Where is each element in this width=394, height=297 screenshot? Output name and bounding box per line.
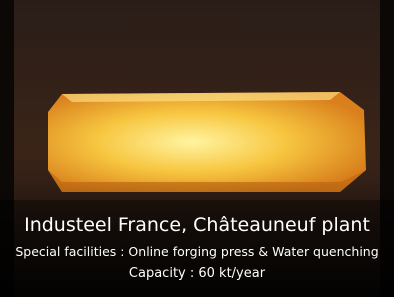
caption-title: Industeel France, Châteauneuf plant bbox=[0, 214, 394, 236]
screenshot: Industeel France, Châteauneuf plant Spec… bbox=[0, 0, 394, 297]
caption-capacity: Capacity : 60 kt/year bbox=[0, 266, 394, 281]
caption-facilities: Special facilities : Online forging pres… bbox=[0, 244, 394, 259]
